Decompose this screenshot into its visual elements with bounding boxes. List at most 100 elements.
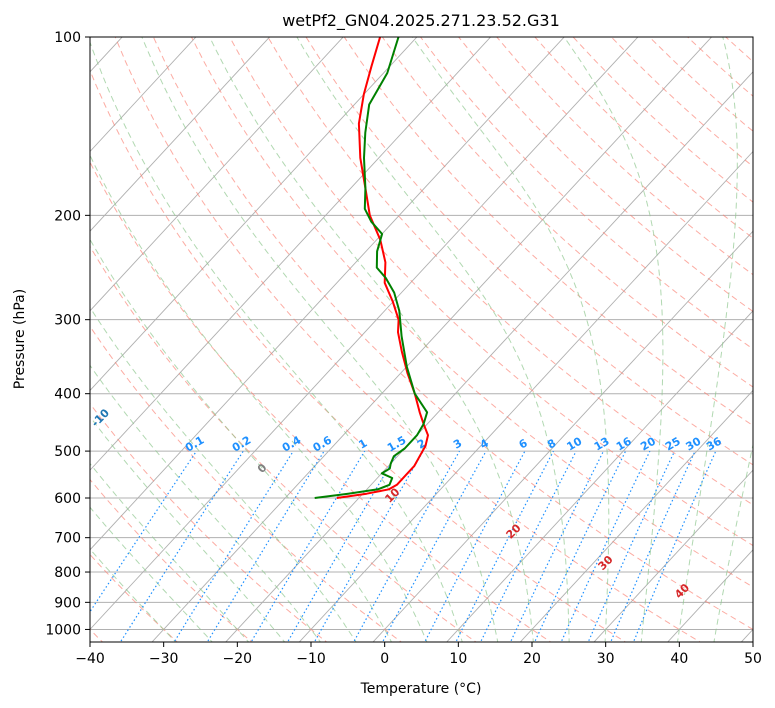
dry-adiabat-line — [90, 161, 552, 642]
dry-adiabat-label: -10 — [89, 406, 112, 429]
moist-adiabat-lines — [90, 37, 753, 642]
dewpoint-profile — [314, 37, 429, 499]
moist-adiabat-line — [411, 37, 610, 642]
y-tick-label: 100 — [54, 30, 81, 46]
y-axis-ticks: 100 200 300 400 500 600 700 800 900 1000 — [45, 30, 90, 638]
moist-adiabat-line — [296, 37, 570, 642]
isotherm-line — [90, 37, 492, 471]
dry-adiabat-line — [610, 37, 753, 168]
moist-adiabat-line — [141, 37, 499, 642]
mixing-ratio-line — [173, 450, 294, 642]
isotherm-line — [151, 37, 713, 642]
x-axis-title: Temperature (°C) — [360, 681, 482, 697]
mixing-ratio-label: 4 — [478, 436, 491, 451]
dry-adiabat-line — [90, 325, 403, 642]
moist-adiabat-line — [90, 238, 393, 642]
moist-adiabat-line — [90, 462, 250, 642]
dry-adiabat-line — [305, 37, 753, 466]
y-tick-label: 500 — [54, 444, 81, 460]
plot-frame — [89, 36, 754, 643]
y-tick-label: 400 — [54, 387, 81, 403]
isotherm-line — [667, 549, 753, 642]
dry-adiabat-lines — [90, 37, 753, 642]
x-tick-label: −20 — [223, 651, 253, 667]
isotherm-line — [90, 37, 271, 232]
dry-adiabat-line — [458, 37, 753, 313]
mixing-ratio-label: 3 — [451, 437, 464, 452]
moist-adiabat-label: 30 — [596, 553, 616, 573]
isotherm-lines — [90, 37, 753, 642]
plot-area: 0.10.20.40.611.52346810131620253036-100-… — [89, 37, 753, 642]
moist-adiabat-line — [90, 364, 322, 642]
moist-adiabat-line — [713, 442, 753, 642]
isobar-gridlines — [90, 37, 753, 630]
sounding-profiles — [314, 37, 429, 499]
x-tick-label: 30 — [597, 651, 615, 667]
moist-adiabat-label: 40 — [672, 581, 692, 601]
mixing-ratio-line — [250, 450, 366, 642]
mixing-ratio-line — [90, 450, 197, 613]
x-tick-label: −40 — [75, 651, 105, 667]
dry-adiabat-line — [152, 37, 753, 630]
x-tick-label: 40 — [670, 651, 688, 667]
y-tick-label: 800 — [54, 565, 81, 581]
dry-adiabat-line — [114, 37, 702, 642]
y-tick-label: 200 — [54, 208, 81, 224]
x-tick-label: −10 — [296, 651, 326, 667]
dry-adiabat-line — [534, 37, 753, 239]
isotherm-line — [372, 230, 753, 642]
dry-adiabat-line — [381, 37, 753, 388]
dry-adiabat-line — [90, 553, 178, 642]
dry-adiabat-line — [90, 402, 328, 642]
mixing-ratio-line — [534, 450, 627, 642]
mixing-ratio-line — [119, 450, 244, 642]
dry-adiabat-line — [229, 37, 753, 547]
dry-adiabat-line — [90, 478, 253, 642]
isotherm-line — [90, 37, 565, 551]
isotherm-line — [90, 37, 639, 631]
x-tick-label: 0 — [380, 651, 389, 667]
x-axis-ticks: −40 −30 −20 −10 0 10 20 30 40 50 — [75, 642, 762, 667]
mixing-ratio-line — [206, 450, 325, 642]
dry-adiabat-line — [267, 37, 753, 506]
x-tick-label: 10 — [449, 651, 467, 667]
mixing-ratio-line — [286, 450, 400, 642]
isotherm-line — [90, 37, 344, 312]
y-tick-label: 300 — [54, 313, 81, 329]
isotherm-line — [446, 310, 753, 642]
isotherm-line — [593, 469, 753, 642]
y-tick-label: 700 — [54, 531, 81, 547]
moist-adiabat-line — [90, 306, 357, 642]
mixing-ratio-line — [381, 450, 487, 642]
mixing-ratio-line — [560, 450, 651, 642]
dry-adiabat-line — [191, 37, 753, 588]
moist-adiabat-line — [90, 154, 428, 642]
chart-title: wetPf2_GN04.2025.271.23.52.G31 — [282, 11, 560, 31]
mixing-ratio-label: 6 — [517, 436, 530, 451]
dry-adiabat-line — [572, 37, 753, 203]
dry-adiabat-line — [649, 37, 753, 132]
mixing-ratio-line — [587, 450, 676, 642]
temperature-profile — [336, 37, 429, 499]
isotherm-line — [90, 37, 418, 392]
isopleth-labels: 0.10.20.40.611.52346810131620253036-100-… — [89, 406, 724, 601]
x-tick-label: −30 — [149, 651, 179, 667]
x-tick-label: 20 — [523, 651, 541, 667]
dry-adiabat-line — [420, 37, 753, 350]
isotherm-line — [298, 150, 753, 642]
mixing-ratio-lines — [90, 450, 717, 642]
mixing-ratio-line — [455, 450, 555, 642]
mixing-ratio-line — [424, 450, 526, 642]
dry-adiabat-line — [343, 37, 753, 427]
isotherm-line — [519, 389, 753, 642]
moist-adiabat-line — [90, 415, 286, 642]
y-tick-label: 1000 — [45, 622, 81, 638]
y-tick-label: 900 — [54, 595, 81, 611]
moist-adiabat-line — [90, 506, 213, 642]
y-axis-title: Pressure (hPa) — [12, 289, 28, 389]
moist-adiabat-label: 20 — [504, 521, 524, 541]
y-tick-label: 600 — [54, 491, 81, 507]
isotherm-line — [225, 71, 753, 642]
moist-adiabat-line — [209, 37, 534, 642]
